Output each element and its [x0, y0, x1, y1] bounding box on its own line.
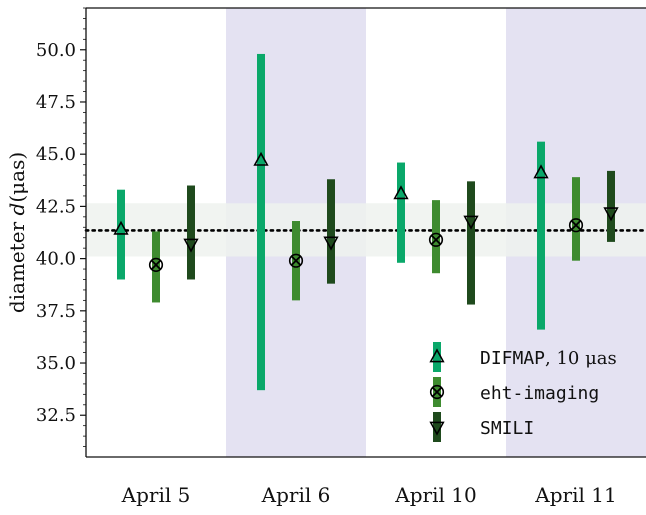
legend-label-mono-0: DIFMAP	[480, 348, 545, 369]
y-axis-label-variable: d	[5, 203, 29, 216]
error-bar-series-2-april-5	[187, 185, 195, 280]
legend-entry-2: SMILI	[429, 412, 534, 442]
x-tick-label: April 5	[121, 483, 191, 507]
error-bar-series-2-april-10	[467, 181, 475, 305]
y-tick-label: 45.0	[36, 144, 76, 165]
marker-series-0-april-5	[113, 220, 129, 235]
marker-series-0-april-11	[533, 164, 549, 179]
marker-series-1-april-6-cross	[291, 255, 301, 266]
marker-series-1-april-6	[288, 253, 304, 268]
legend-label-rest-0: , 10 μas	[545, 348, 617, 369]
axis-layer: 32.5 35.0 37.5 40.0 42.5 45.0 47.5 50.0 April 5 A…	[36, 7, 646, 507]
legend-marker-1	[429, 384, 445, 400]
y-tick-label: 50.0	[36, 40, 76, 61]
legend-marker-2	[429, 421, 445, 436]
legend: DIFMAP, 10 μas eht-imaging SMILI	[429, 342, 617, 442]
marker-series-2-april-5	[183, 238, 199, 253]
legend-marker-0	[429, 348, 445, 363]
marker-series-2-april-11	[603, 207, 619, 222]
marker-series-0-april-10	[393, 185, 409, 200]
x-tick-label: April 6	[261, 483, 331, 507]
legend-entry-1: eht-imaging	[429, 377, 599, 407]
error-bar-series-1-april-10	[432, 200, 440, 274]
legend-marker-1-ring	[429, 384, 445, 400]
marker-series-2-april-10	[463, 215, 479, 230]
marker-series-1-april-11-cross	[571, 220, 581, 231]
legend-label-mono-2: SMILI	[480, 418, 534, 439]
marker-series-1-april-10-ring	[428, 232, 444, 247]
error-bar-series-2-april-6	[327, 179, 335, 284]
error-bar-series-2-april-11	[607, 170, 615, 242]
marker-series-2-april-6	[323, 236, 339, 251]
error-bar-series-0-april-6	[257, 53, 265, 391]
marker-series-1-april-11-ring	[568, 218, 584, 233]
marker-series-1-april-5	[148, 257, 164, 272]
y-tick-label: 47.5	[36, 92, 76, 113]
error-bar-series-1-april-5	[152, 231, 160, 303]
marker-series-1-april-6-ring	[288, 253, 304, 268]
legend-label-1: eht-imaging	[480, 383, 599, 404]
marker-series-1-april-10	[428, 232, 444, 247]
error-bar-series-0-april-10	[397, 162, 405, 263]
marker-series-1-april-11	[568, 218, 584, 233]
y-axis-label-prefix: diameter	[5, 215, 29, 313]
marker-series-1-april-10-cross	[431, 234, 441, 245]
legend-label-mono-1: eht-imaging	[480, 383, 599, 404]
y-tick-label: 35.0	[36, 353, 76, 374]
marker-series-1-april-5-cross	[151, 259, 161, 270]
legend-label-2: SMILI	[480, 418, 534, 439]
legend-swatch-2	[433, 412, 441, 442]
y-tick-label: 37.5	[36, 301, 76, 322]
y-tick-label: 32.5	[36, 405, 76, 426]
marker-series-0-april-6	[253, 151, 269, 166]
y-axis-label: diameter d(μas)	[5, 152, 29, 313]
y-tick-label: 42.5	[36, 196, 76, 217]
x-tick-label: April 10	[394, 483, 476, 507]
legend-swatch-0	[433, 342, 441, 372]
x-tick-label: April 11	[534, 483, 616, 507]
legend-entry-0: DIFMAP, 10 μas	[429, 342, 617, 372]
y-tick-label: 40.0	[36, 249, 76, 270]
legend-label-0: DIFMAP, 10 μas	[480, 348, 617, 369]
y-axis-label-unit: (μas)	[5, 152, 29, 203]
error-bar-series-0-april-11	[537, 141, 545, 330]
legend-marker-1-cross	[432, 387, 442, 397]
marker-layer	[113, 151, 619, 272]
marker-series-1-april-5-ring	[148, 257, 164, 272]
